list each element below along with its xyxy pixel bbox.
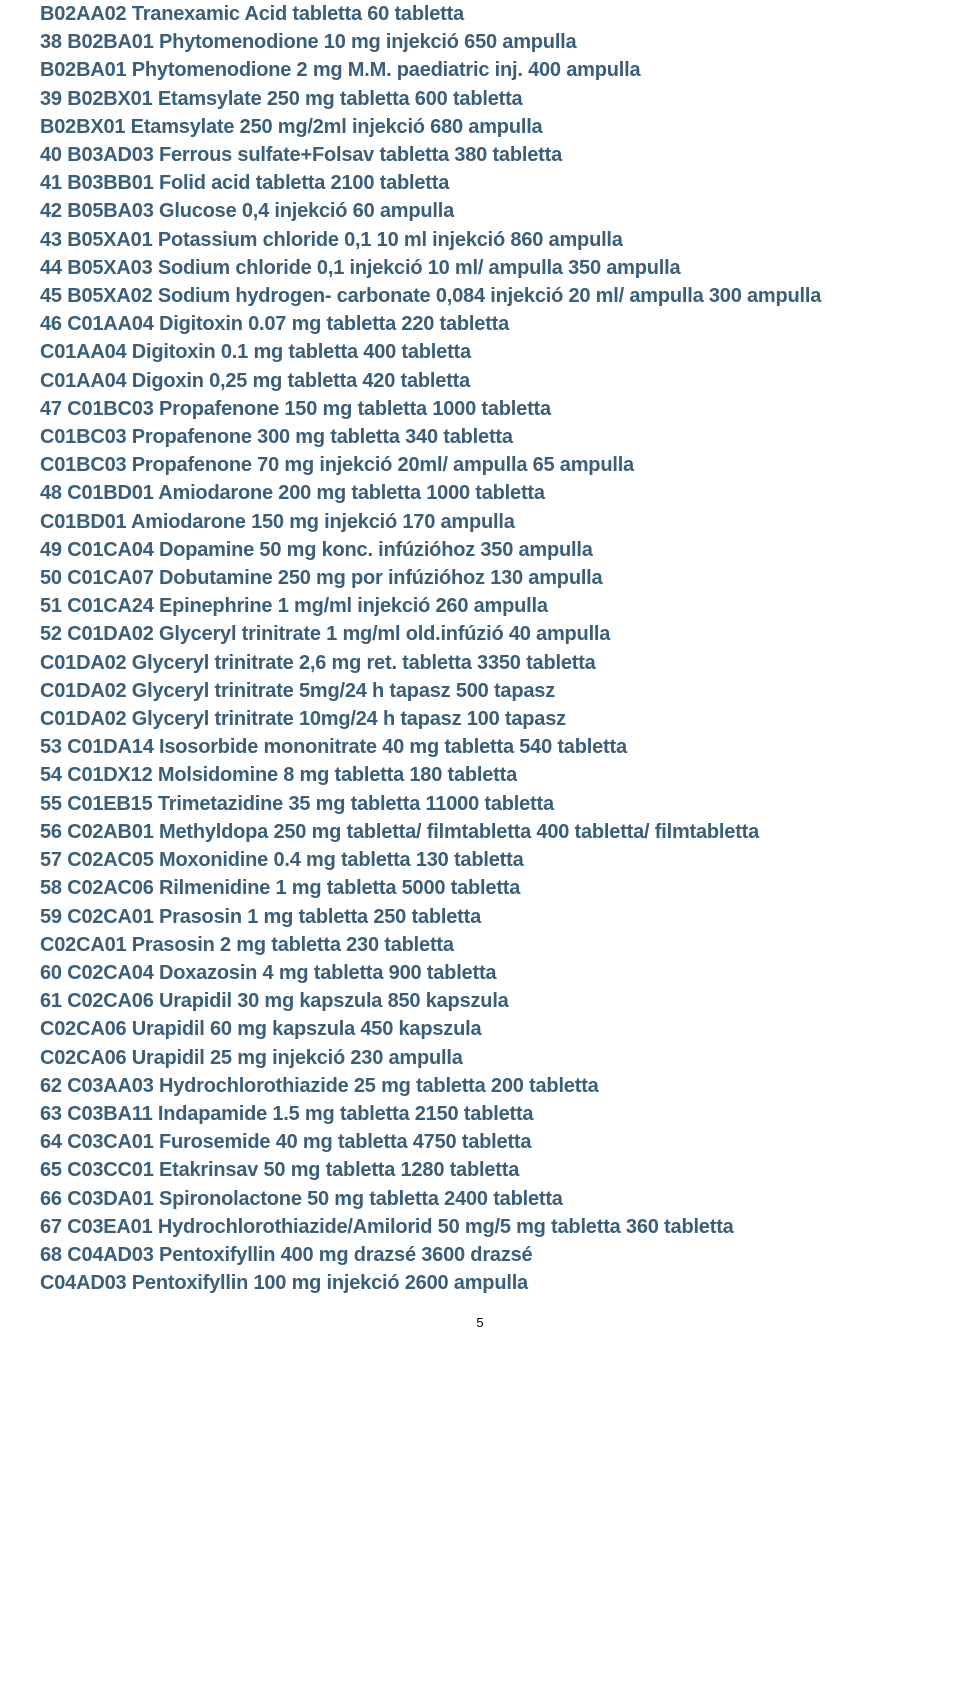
document-line: 41 B03BB01 Folid acid tabletta 2100 tabl… (40, 169, 920, 197)
document-line: B02BX01 Etamsylate 250 mg/2ml injekció 6… (40, 113, 920, 141)
document-line: 63 C03BA11 Indapamide 1.5 mg tabletta 21… (40, 1100, 920, 1128)
document-line: 46 C01AA04 Digitoxin 0.07 mg tabletta 22… (40, 310, 920, 338)
document-line: 38 B02BA01 Phytomenodione 10 mg injekció… (40, 28, 920, 56)
document-line: 60 C02CA04 Doxazosin 4 mg tabletta 900 t… (40, 959, 920, 987)
document-line: 49 C01CA04 Dopamine 50 mg konc. infúzióh… (40, 536, 920, 564)
document-line: 66 C03DA01 Spironolactone 50 mg tabletta… (40, 1185, 920, 1213)
document-line: C01AA04 Digitoxin 0.1 mg tabletta 400 ta… (40, 338, 920, 366)
document-line: 51 C01CA24 Epinephrine 1 mg/ml injekció … (40, 592, 920, 620)
document-line: C01BC03 Propafenone 300 mg tabletta 340 … (40, 423, 920, 451)
document-page: B02AA02 Tranexamic Acid tabletta 60 tabl… (0, 0, 960, 1360)
document-line: 67 C03EA01 Hydrochlorothiazide/Amilorid … (40, 1213, 920, 1241)
document-line: C02CA01 Prasosin 2 mg tabletta 230 table… (40, 931, 920, 959)
document-line: B02AA02 Tranexamic Acid tabletta 60 tabl… (40, 0, 920, 28)
document-line: 45 B05XA02 Sodium hydrogen- carbonate 0,… (40, 282, 920, 310)
page-number: 5 (40, 1315, 920, 1330)
document-line: C02CA06 Urapidil 25 mg injekció 230 ampu… (40, 1044, 920, 1072)
document-line: C02CA06 Urapidil 60 mg kapszula 450 kaps… (40, 1015, 920, 1043)
document-line: 52 C01DA02 Glyceryl trinitrate 1 mg/ml o… (40, 620, 920, 648)
document-line: 57 C02AC05 Moxonidine 0.4 mg tabletta 13… (40, 846, 920, 874)
document-line: 54 C01DX12 Molsidomine 8 mg tabletta 180… (40, 761, 920, 789)
document-line: C04AD03 Pentoxifyllin 100 mg injekció 26… (40, 1269, 920, 1297)
document-line: 48 C01BD01 Amiodarone 200 mg tabletta 10… (40, 479, 920, 507)
document-line: 68 C04AD03 Pentoxifyllin 400 mg drazsé 3… (40, 1241, 920, 1269)
document-line: 40 B03AD03 Ferrous sulfate+Folsav tablet… (40, 141, 920, 169)
document-line: C01DA02 Glyceryl trinitrate 10mg/24 h ta… (40, 705, 920, 733)
document-line: C01BD01 Amiodarone 150 mg injekció 170 a… (40, 508, 920, 536)
document-line: 44 B05XA03 Sodium chloride 0,1 injekció … (40, 254, 920, 282)
document-line: C01BC03 Propafenone 70 mg injekció 20ml/… (40, 451, 920, 479)
document-line: 39 B02BX01 Etamsylate 250 mg tabletta 60… (40, 85, 920, 113)
document-line: 56 C02AB01 Methyldopa 250 mg tabletta/ f… (40, 818, 920, 846)
document-line: 59 C02CA01 Prasosin 1 mg tabletta 250 ta… (40, 903, 920, 931)
document-line: 53 C01DA14 Isosorbide mononitrate 40 mg … (40, 733, 920, 761)
document-line: C01DA02 Glyceryl trinitrate 5mg/24 h tap… (40, 677, 920, 705)
document-line: 47 C01BC03 Propafenone 150 mg tabletta 1… (40, 395, 920, 423)
document-line: 50 C01CA07 Dobutamine 250 mg por infúzió… (40, 564, 920, 592)
document-line: 42 B05BA03 Glucose 0,4 injekció 60 ampul… (40, 197, 920, 225)
document-line: C01DA02 Glyceryl trinitrate 2,6 mg ret. … (40, 649, 920, 677)
document-line: 43 B05XA01 Potassium chloride 0,1 10 ml … (40, 226, 920, 254)
lines-container: B02AA02 Tranexamic Acid tabletta 60 tabl… (40, 0, 920, 1297)
document-line: 58 C02AC06 Rilmenidine 1 mg tabletta 500… (40, 874, 920, 902)
document-line: B02BA01 Phytomenodione 2 mg M.M. paediat… (40, 56, 920, 84)
document-line: 64 C03CA01 Furosemide 40 mg tabletta 475… (40, 1128, 920, 1156)
document-line: C01AA04 Digoxin 0,25 mg tabletta 420 tab… (40, 367, 920, 395)
document-line: 62 C03AA03 Hydrochlorothiazide 25 mg tab… (40, 1072, 920, 1100)
document-line: 55 C01EB15 Trimetazidine 35 mg tabletta … (40, 790, 920, 818)
document-line: 65 C03CC01 Etakrinsav 50 mg tabletta 128… (40, 1156, 920, 1184)
document-line: 61 C02CA06 Urapidil 30 mg kapszula 850 k… (40, 987, 920, 1015)
